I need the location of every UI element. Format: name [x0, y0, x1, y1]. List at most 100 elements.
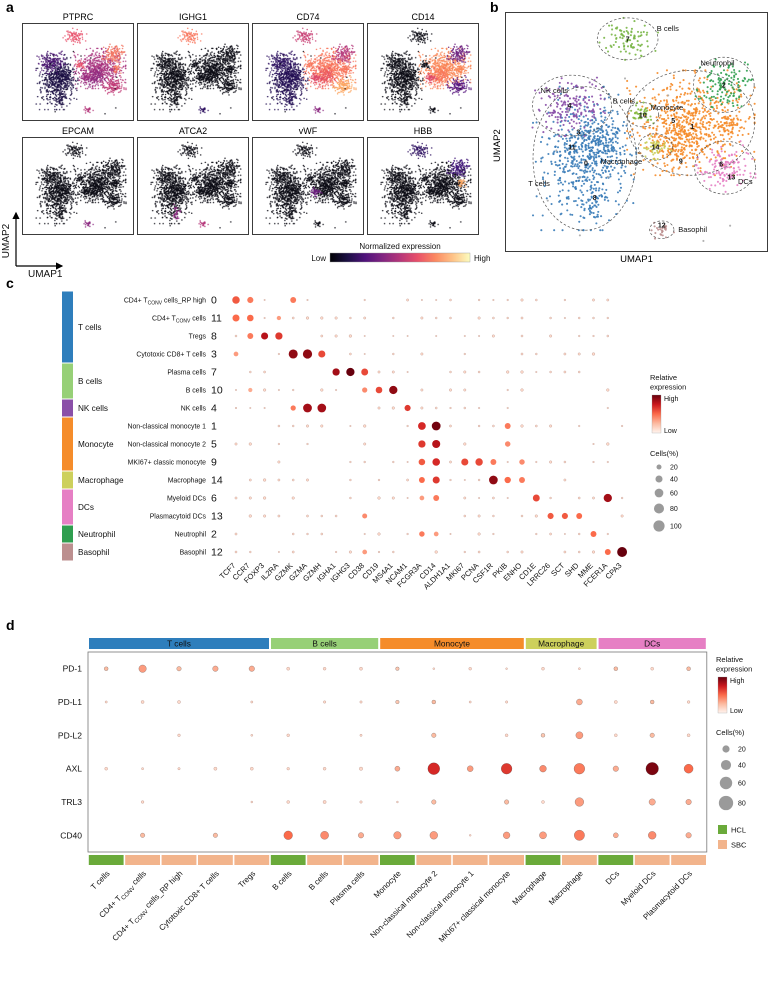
dot: [613, 666, 618, 671]
dot-background: [492, 316, 495, 320]
dot-background: [520, 424, 524, 428]
dot: [176, 666, 182, 672]
dot-background: [449, 460, 452, 464]
dot-background: [549, 460, 553, 464]
dot: [519, 459, 525, 465]
dot-background: [449, 298, 452, 302]
colorbar-low-label: Low: [311, 254, 326, 263]
dot: [650, 699, 655, 705]
umap1-axis-label: UMAP1: [28, 269, 63, 280]
dot-background: [377, 478, 381, 482]
dot: [685, 832, 692, 839]
dot-background: [392, 316, 395, 320]
dot: [590, 531, 597, 537]
dot-background: [686, 733, 691, 738]
dot-background: [535, 424, 538, 428]
legend-size-label: 80: [670, 506, 678, 513]
celltype-group-label: B cells: [78, 377, 102, 386]
row-label: Neutrophil: [175, 531, 207, 538]
celltype-group-bar-Monocyte: [62, 417, 73, 471]
dot-background: [506, 298, 509, 302]
umap-cluster-plot: [506, 13, 767, 251]
dot-background: [535, 461, 538, 463]
dot-background: [392, 460, 395, 464]
row-label: B cells: [186, 387, 207, 394]
cluster-number: 1: [211, 421, 217, 433]
panel-b-xlabel: UMAP1: [620, 254, 653, 265]
dot-background: [248, 478, 252, 482]
sample-type-bar-SBC: [671, 855, 706, 865]
legend-low-label: Low: [664, 428, 678, 435]
dot-background: [563, 550, 567, 554]
umap-axis-arrows: UMAP2 UMAP1: [1, 211, 64, 280]
legend-low-label: Low: [730, 708, 744, 715]
row-label: CD4+ TCONV cells_RP high: [124, 297, 206, 306]
dot-background: [520, 370, 524, 374]
dot: [504, 476, 511, 484]
dot-background: [277, 389, 280, 391]
dot-background: [477, 370, 481, 374]
dot-background: [248, 442, 252, 446]
dot-background: [506, 407, 509, 409]
legend-expression-title: Relative: [716, 655, 743, 664]
dot-background: [335, 389, 338, 391]
dot-background: [141, 800, 145, 804]
dot-background: [320, 316, 324, 320]
dot-background: [549, 370, 552, 374]
dot-background: [563, 478, 567, 482]
dot-background: [359, 733, 363, 737]
dot-background: [477, 424, 481, 428]
celltype-group-bar-B-cells: [62, 363, 73, 399]
dot-background: [277, 460, 281, 464]
dot-background: [477, 478, 481, 482]
celltype-group-label: Monocyte: [78, 440, 114, 449]
panel-label-d: d: [6, 617, 15, 633]
column-label: Non-classical monocyte 1: [405, 869, 476, 940]
dot: [288, 349, 298, 359]
legend-size-dot: [656, 464, 662, 470]
dot-background: [434, 550, 438, 554]
dot-background: [335, 550, 338, 554]
feature-title-EPCAM: EPCAM: [61, 126, 94, 136]
dot: [418, 440, 426, 448]
dot-background: [535, 532, 538, 536]
dot-background: [535, 371, 538, 373]
gene-label-SCT: SCT: [549, 561, 566, 578]
dot-background: [492, 532, 495, 536]
feature-title-vWF: vWF: [298, 126, 318, 136]
sample-type-bar-SBC: [416, 855, 452, 865]
column-label: Cytotoxic CD8+ T cells: [157, 869, 221, 933]
dot-background: [506, 370, 510, 374]
feature-title-CD14: CD14: [411, 12, 435, 22]
colorbar-gradient: [329, 252, 471, 263]
panel-d-svg: T cells B cells Monocyte Macrophage DCs PD-1 P…: [58, 638, 752, 944]
dot-background: [577, 352, 581, 356]
top-group-bar-Monocyte: [380, 638, 524, 649]
column-label: Macrophage: [511, 869, 549, 907]
dot-background: [606, 334, 610, 338]
dot: [283, 830, 293, 840]
dot-background: [614, 700, 618, 704]
dot-background: [563, 460, 567, 464]
dot-background: [377, 550, 381, 554]
dot-background: [249, 550, 252, 554]
dot-background: [549, 496, 552, 500]
dot-background: [406, 478, 409, 482]
gene-label-CPA3: CPA3: [604, 561, 624, 581]
row-label: Non-classical monocyte 2: [127, 441, 206, 448]
dot-background: [349, 460, 352, 464]
dot: [617, 547, 628, 557]
dot-background: [320, 334, 324, 338]
dot-background: [306, 442, 309, 446]
cluster-number: 12: [211, 547, 223, 559]
umap-feature-plot-IGHG1: [137, 23, 249, 121]
legend-expression-title2: expression: [650, 383, 686, 392]
dot: [686, 666, 691, 671]
dot: [362, 387, 368, 393]
dot-background: [463, 388, 467, 392]
dot-background: [592, 334, 595, 338]
dot-background: [359, 666, 363, 671]
dot-background: [478, 298, 481, 302]
dot: [539, 765, 547, 773]
